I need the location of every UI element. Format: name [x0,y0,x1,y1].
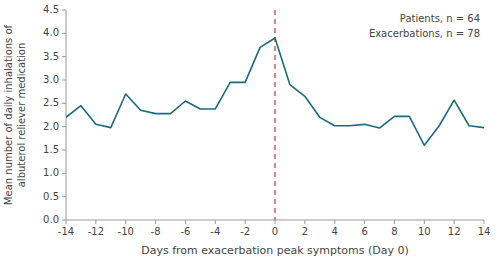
x-tick-label: 6 [361,226,367,237]
x-tick-label: 4 [332,226,338,237]
x-tick-label: -10 [118,226,134,237]
x-tick-label: 2 [302,226,308,237]
x-tick-label: -4 [210,226,220,237]
x-tick [66,220,67,224]
y-axis-label-line: albuterol reliever medication [16,43,27,188]
x-tick [215,220,216,224]
x-tick [95,220,96,224]
y-axis-label-line: Mean number of daily inhalations of [3,24,14,205]
y-tick [62,150,66,151]
x-tick-label: -14 [58,226,74,237]
x-tick [364,220,365,224]
y-tick [62,56,66,57]
y-tick-label: 3.0 [43,74,59,85]
x-tick [424,220,425,224]
y-tick [62,173,66,174]
x-tick-label: -6 [180,226,190,237]
x-tick-label: -12 [88,226,104,237]
y-tick-label: 2.5 [43,97,59,108]
x-tick-label: 10 [418,226,431,237]
x-tick [334,220,335,224]
x-tick-label: 14 [478,226,491,237]
x-tick-label: -2 [240,226,250,237]
plot-area [66,10,484,220]
data-line [66,38,484,145]
x-tick [125,220,126,224]
y-tick [62,103,66,104]
y-tick [62,220,66,221]
y-tick [62,196,66,197]
x-tick [185,220,186,224]
y-tick-label: 3.5 [43,51,59,62]
y-tick-label: 2.0 [43,121,59,132]
x-tick [454,220,455,224]
x-axis-label: Days from exacerbation peak symptoms (Da… [141,244,409,257]
y-tick-label: 0.5 [43,191,59,202]
x-tick [304,220,305,224]
y-axis-line [66,10,67,220]
x-tick-label: 0 [272,226,278,237]
x-tick-label: -8 [151,226,161,237]
y-axis-label: Mean number of daily inhalations ofalbut… [3,24,27,205]
y-tick-label: 4.5 [43,4,59,15]
y-tick [62,126,66,127]
y-tick-label: 1.5 [43,144,59,155]
y-tick-label: 1.0 [43,167,59,178]
x-tick [155,220,156,224]
annotation: Exacerbations, n = 78 [369,28,480,39]
x-tick-label: 8 [391,226,397,237]
y-tick-label: 4.0 [43,27,59,38]
chart: 0.0 0.5 1.0 1.5 2.0 2.5 3.0 3.5 4.0 4.5 -14 -12 -10 -… [0,0,500,260]
x-tick-label: 12 [448,226,461,237]
y-tick-label: 0.0 [43,214,59,225]
x-tick [275,220,276,224]
y-tick [62,80,66,81]
annotation: Patients, n = 64 [400,13,480,24]
y-tick [62,10,66,11]
x-tick [394,220,395,224]
x-tick [245,220,246,224]
x-tick [484,220,485,224]
y-tick [62,33,66,34]
